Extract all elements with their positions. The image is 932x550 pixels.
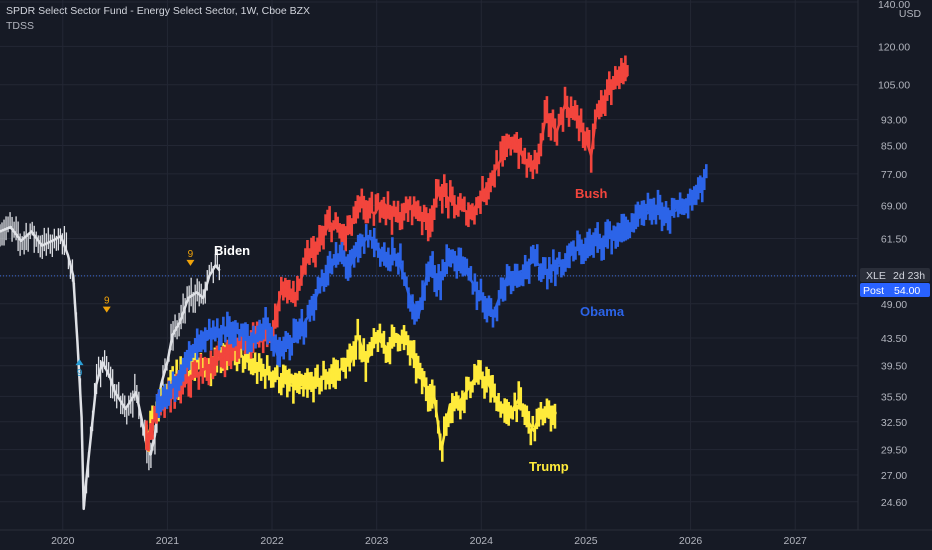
symbol-title[interactable]: SPDR Select Sector Fund - Energy Select … [6, 5, 311, 17]
symbol-countdown-badge [860, 268, 930, 282]
series-line-obama [155, 173, 708, 414]
time-tick-label: 2024 [470, 535, 494, 547]
td-sell-marker-2 [186, 259, 195, 266]
price-tick-label: 24.60 [881, 497, 907, 509]
time-tick-label: 2023 [365, 535, 389, 547]
td-count-label: 9 [104, 296, 110, 307]
post-label: Post [863, 285, 884, 297]
indicator-label[interactable]: TDSS [6, 20, 35, 32]
series-obama [155, 164, 708, 419]
time-tick-label: 2021 [156, 535, 180, 547]
price-tick-label: 61.50 [881, 233, 907, 245]
time-tick-label: 2026 [679, 535, 703, 547]
price-axis[interactable]: 120.00 105.00 93.00 85.00 77.00 69.00 61.50 49.… [857, 0, 932, 530]
price-tick-label: 85.00 [881, 140, 907, 152]
td-sell-marker-0 [102, 306, 111, 313]
price-tick-label: 49.00 [881, 299, 907, 311]
post-value: 54.00 [894, 285, 920, 297]
td-buy-marker-1 [75, 359, 84, 366]
post-market-badge [860, 283, 930, 297]
annotation-bush: Bush [575, 186, 608, 201]
currency-label: USD [899, 8, 922, 20]
price-tick-label: 77.00 [881, 169, 907, 181]
time-axis-bg [0, 530, 932, 550]
annotation-obama: Obama [580, 304, 625, 319]
symbol-badge-label: XLE [866, 270, 886, 282]
series-line-xle [0, 225, 221, 511]
time-axis[interactable]: 2020 2021 2022 2023 2024 2025 2026 2027 [0, 529, 932, 550]
td-count-label: 9 [188, 249, 194, 260]
price-tick-label: 120.00 [878, 41, 910, 53]
price-tick-label: 43.50 [881, 333, 907, 345]
top-price-label: 140.00 [878, 0, 910, 11]
price-tick-label: 29.50 [881, 445, 907, 457]
price-tick-label: 32.50 [881, 417, 907, 429]
countdown-label: 2d 23h [893, 270, 925, 282]
price-tick-label: 69.00 [881, 200, 907, 212]
price-axis-bg [858, 0, 932, 530]
annotation-trump: Trump [529, 459, 569, 474]
time-tick-label: 2020 [51, 535, 75, 547]
time-tick-label: 2025 [574, 535, 598, 547]
chart-legend: SPDR Select Sector Fund - Energy Select … [6, 4, 310, 34]
td-count-label: 9 [77, 368, 83, 379]
price-tick-label: 93.00 [881, 115, 907, 127]
time-tick-label: 2022 [260, 535, 284, 547]
annotation-biden: Biden [214, 243, 250, 258]
time-tick-label: 2027 [784, 535, 808, 547]
price-tick-label: 27.00 [881, 470, 907, 482]
price-tick-label: 35.50 [881, 391, 907, 403]
price-tick-label: 39.50 [881, 361, 907, 373]
price-tick-label: 105.00 [878, 80, 910, 92]
